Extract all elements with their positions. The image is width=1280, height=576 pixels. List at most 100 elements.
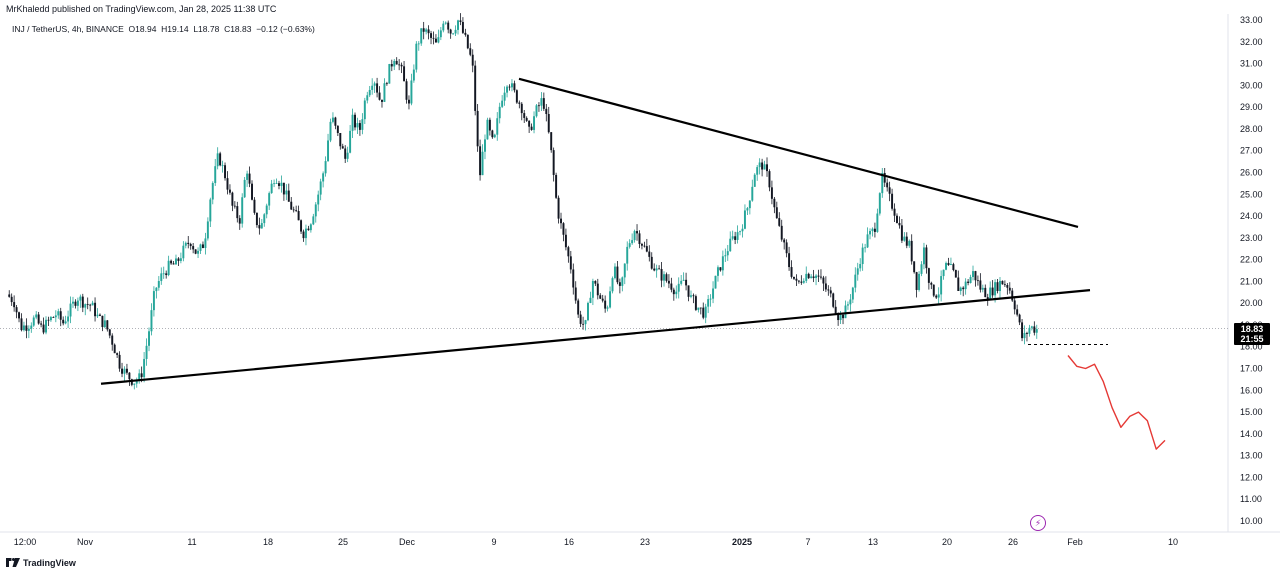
candle-body <box>496 118 499 135</box>
candle-body <box>442 23 445 31</box>
symbol-name[interactable]: INJ / TetherUS, 4h, BINANCE <box>12 24 124 34</box>
candle-body <box>278 183 280 186</box>
candle-body <box>812 276 815 279</box>
candle-body <box>555 174 558 198</box>
candle-body <box>101 315 104 328</box>
candle-body <box>547 114 550 133</box>
candle-body <box>783 239 786 243</box>
candle-body <box>591 280 594 298</box>
candle-body <box>285 190 288 195</box>
candle-body <box>947 262 950 266</box>
candle-body <box>606 307 609 309</box>
publisher-line: MrKhaledd published on TradingView.com, … <box>6 4 277 14</box>
candle-body <box>25 325 28 331</box>
candle-body <box>454 29 457 34</box>
candle-body <box>263 214 266 224</box>
candle-body <box>690 295 692 297</box>
candle-body <box>329 121 332 141</box>
candle-body <box>922 247 925 265</box>
candle-body <box>667 280 670 284</box>
candle-body <box>13 302 16 308</box>
time-axis[interactable]: 12:00 Nov 11 18 25 Dec 9 16 23 2025 7 13 20 26 Feb 10 <box>14 537 1178 547</box>
y-tick-label: 10.00 <box>1240 516 1263 526</box>
candle-body <box>876 213 879 232</box>
tradingview-logo-icon <box>6 558 20 567</box>
candle-body <box>86 304 89 305</box>
candle-body <box>410 80 413 104</box>
candle-body <box>550 132 553 151</box>
candle-body <box>819 276 822 278</box>
candle-body <box>535 105 538 117</box>
candle-body <box>201 244 204 248</box>
candle-body <box>672 289 675 295</box>
candle-body <box>984 287 987 298</box>
candle-body <box>194 249 197 254</box>
candle-body <box>685 279 688 286</box>
candle-body <box>918 273 921 290</box>
candle-body <box>116 353 119 355</box>
candle-body <box>209 199 212 222</box>
candle-body <box>589 297 592 303</box>
candle-body <box>471 54 474 66</box>
candle-body <box>484 139 486 152</box>
candle-body <box>366 95 369 101</box>
y-tick-label: 22.00 <box>1240 255 1263 265</box>
candle-body <box>542 98 545 109</box>
y-tick-label: 23.00 <box>1240 233 1263 243</box>
candle-body <box>579 314 582 324</box>
candle-body <box>420 28 423 44</box>
lightning-icon[interactable]: ⚡ <box>1030 515 1046 531</box>
candle-body <box>989 287 992 300</box>
candle-body <box>854 274 857 288</box>
price-axis[interactable]: 33.00 32.00 31.00 30.00 29.00 28.00 27.00 26.00… <box>1240 15 1263 526</box>
candle-body <box>908 240 911 246</box>
candle-body <box>1028 327 1031 334</box>
candle-body <box>633 231 636 241</box>
candle-body <box>498 106 501 119</box>
candle-body <box>287 190 290 202</box>
candle-body <box>118 354 121 369</box>
candle-body <box>849 299 852 305</box>
candle-body <box>815 275 818 279</box>
candle-body <box>292 209 295 211</box>
candle-body <box>557 197 560 219</box>
candle-body <box>599 295 602 299</box>
candle-body <box>707 299 710 307</box>
candle-body <box>523 113 526 118</box>
y-tick-label: 27.00 <box>1240 146 1263 156</box>
candle-body <box>295 210 298 211</box>
candle-body <box>981 287 984 290</box>
candle-body <box>319 181 322 195</box>
candle-body <box>780 225 783 240</box>
tradingview-logo[interactable]: TradingView <box>6 558 76 568</box>
candle-body <box>861 247 864 265</box>
candle-body <box>437 37 440 43</box>
candle-body <box>297 210 300 221</box>
candle-body <box>422 28 425 32</box>
candle-body <box>1003 284 1006 286</box>
candle-body <box>878 193 881 214</box>
candle-body <box>824 283 827 290</box>
candle-body <box>564 234 567 248</box>
candle-body <box>935 295 938 298</box>
candle-body <box>22 325 25 331</box>
candle-body <box>47 319 50 321</box>
candle-body <box>638 233 641 244</box>
candle-body <box>179 258 182 261</box>
candle-body <box>309 224 312 231</box>
symbol-info-line: INJ / TetherUS, 4h, BINANCE O18.94 H19.1… <box>12 24 315 34</box>
y-tick-label: 16.00 <box>1240 385 1263 395</box>
candle-body <box>768 171 771 188</box>
candle-body <box>388 64 391 84</box>
candle-body <box>96 314 99 317</box>
candle-body <box>839 314 842 321</box>
candle-body <box>84 304 87 308</box>
candle-body <box>927 268 930 283</box>
ohlc-change: −0.12 (−0.63%) <box>256 24 315 34</box>
candle-body <box>457 20 459 30</box>
candle-body <box>751 186 754 201</box>
candle-body <box>1008 287 1011 291</box>
candle-body <box>834 306 837 314</box>
candle-body <box>37 314 40 324</box>
